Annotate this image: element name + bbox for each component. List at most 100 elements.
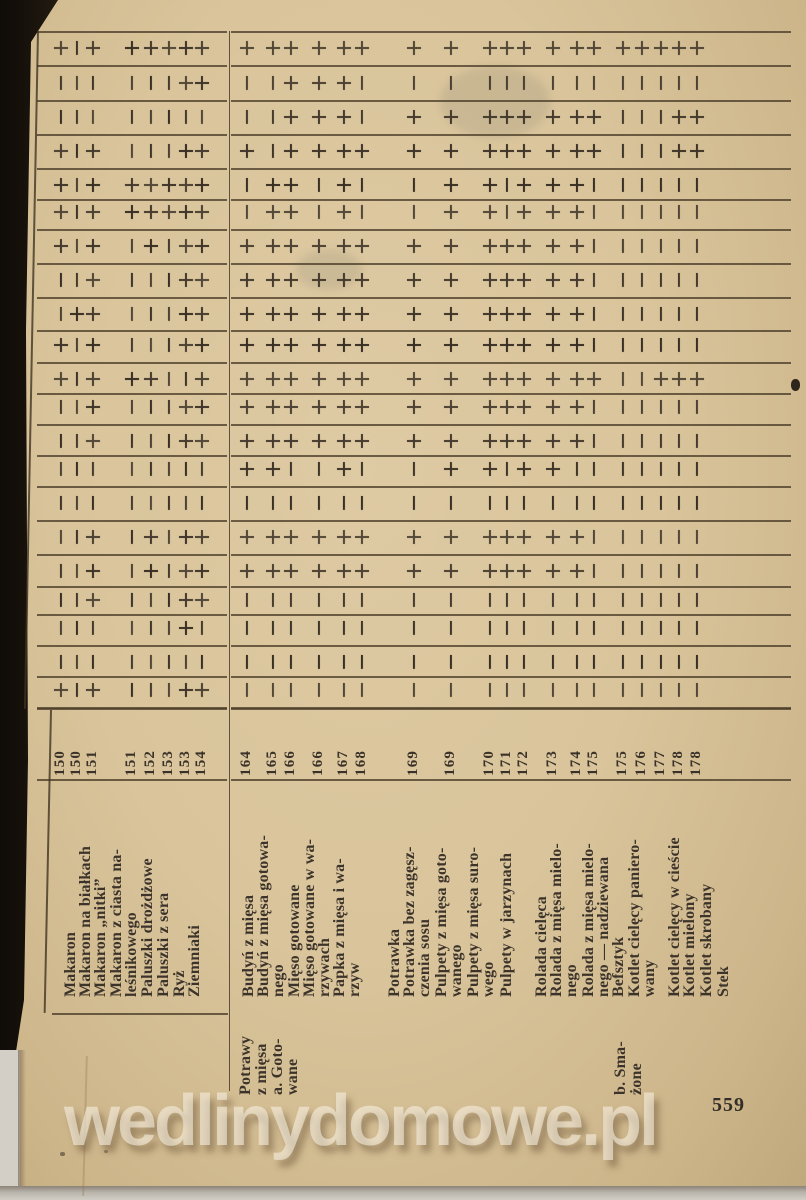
symbol-cell: + [80, 236, 105, 256]
symbol-cell: − [684, 236, 709, 256]
symbol-cell: + [349, 431, 374, 451]
ink-speck [60, 1152, 65, 1156]
symbol-cell: + [511, 270, 536, 290]
table-rule [37, 65, 227, 67]
table-rule [37, 263, 227, 265]
symbol-cell: + [189, 397, 214, 417]
page-ref-number: 151 [84, 749, 100, 776]
symbol-cell: + [511, 431, 536, 451]
table-rule [37, 297, 227, 299]
symbol-cell: + [80, 680, 105, 700]
symbol-cell: + [189, 369, 214, 389]
symbol-cell: − [581, 335, 606, 355]
symbol-cell: + [278, 369, 303, 389]
page-ref-number: 152 [142, 749, 158, 776]
symbol-cell: + [401, 561, 426, 581]
symbol-cell: + [581, 38, 606, 58]
symbol-cell: + [189, 38, 214, 58]
page-ref-number: 164 [238, 749, 254, 776]
table-rule [231, 707, 791, 709]
symbol-cell: + [80, 561, 105, 581]
symbol-cell: + [189, 175, 214, 195]
table-rule [231, 614, 791, 616]
symbol-cell: + [401, 38, 426, 58]
watermark: wedlinydomowe.pl [64, 1081, 659, 1161]
symbol-cell: − [684, 561, 709, 581]
symbol-cell: − [438, 618, 463, 638]
page-ref-number: 166 [282, 749, 298, 776]
table-rule [37, 554, 227, 556]
symbol-cell: − [684, 397, 709, 417]
symbol-cell: + [438, 561, 463, 581]
symbol-cell: − [581, 527, 606, 547]
symbol-cell: + [511, 236, 536, 256]
symbol-cell: + [581, 141, 606, 161]
symbol-cell: − [438, 493, 463, 513]
dish-label-line: Ziemniaki [186, 924, 203, 997]
scanner-background-corner [0, 1050, 20, 1200]
symbol-cell: − [684, 652, 709, 672]
symbol-cell: + [438, 270, 463, 290]
symbol-cell: + [401, 107, 426, 127]
symbol-cell: + [189, 527, 214, 547]
table-rule [37, 134, 227, 136]
symbol-cell: + [278, 175, 303, 195]
symbol-cell: − [684, 304, 709, 324]
page-ref-number: 171 [498, 749, 514, 776]
table-rule [37, 614, 227, 616]
symbol-cell: − [581, 397, 606, 417]
table-rule [231, 676, 791, 678]
symbol-cell: + [401, 236, 426, 256]
symbol-cell: + [189, 304, 214, 324]
table-rule [37, 393, 227, 395]
symbol-cell: + [438, 369, 463, 389]
page-ref-number: 173 [544, 749, 560, 776]
table-rule [231, 297, 791, 299]
symbol-cell: − [80, 73, 105, 93]
symbol-cell: + [189, 590, 214, 610]
table-rule [231, 168, 791, 170]
symbol-cell: + [278, 561, 303, 581]
symbol-cell: + [278, 335, 303, 355]
symbol-cell: + [511, 397, 536, 417]
page-ref-number: 177 [652, 749, 668, 776]
symbol-cell: + [401, 335, 426, 355]
symbol-cell: + [278, 202, 303, 222]
dish-label-line: nego [563, 964, 580, 997]
symbol-cell: − [684, 527, 709, 547]
symbol-cell: + [511, 304, 536, 324]
symbol-cell: + [401, 141, 426, 161]
symbol-cell: + [438, 141, 463, 161]
page-ref-number: 151 [123, 749, 139, 776]
symbol-cell: + [684, 107, 709, 127]
symbol-cell: − [349, 618, 374, 638]
table-rule [52, 1013, 228, 1015]
symbol-cell: − [278, 618, 303, 638]
table-rule [37, 455, 227, 457]
table-rule [37, 100, 227, 102]
symbol-cell: − [80, 618, 105, 638]
symbol-cell: − [581, 270, 606, 290]
page-ref-number: 165 [264, 749, 280, 776]
page-ref-number: 167 [335, 749, 351, 776]
symbol-cell: − [511, 73, 536, 93]
table-rule [231, 554, 791, 556]
symbol-cell: + [349, 335, 374, 355]
symbol-cell: + [401, 397, 426, 417]
table-rule [231, 520, 791, 522]
symbol-cell: + [278, 141, 303, 161]
symbol-cell: + [438, 38, 463, 58]
symbol-cell: − [684, 590, 709, 610]
table-rule [231, 586, 791, 588]
symbol-cell: − [80, 459, 105, 479]
symbol-cell: + [438, 107, 463, 127]
symbol-cell: + [278, 397, 303, 417]
table-rule [37, 708, 227, 710]
symbol-cell: + [189, 431, 214, 451]
symbol-cell: + [511, 369, 536, 389]
symbol-cell: + [80, 369, 105, 389]
symbol-cell: + [401, 270, 426, 290]
symbol-cell: + [349, 270, 374, 290]
symbol-cell: − [401, 202, 426, 222]
